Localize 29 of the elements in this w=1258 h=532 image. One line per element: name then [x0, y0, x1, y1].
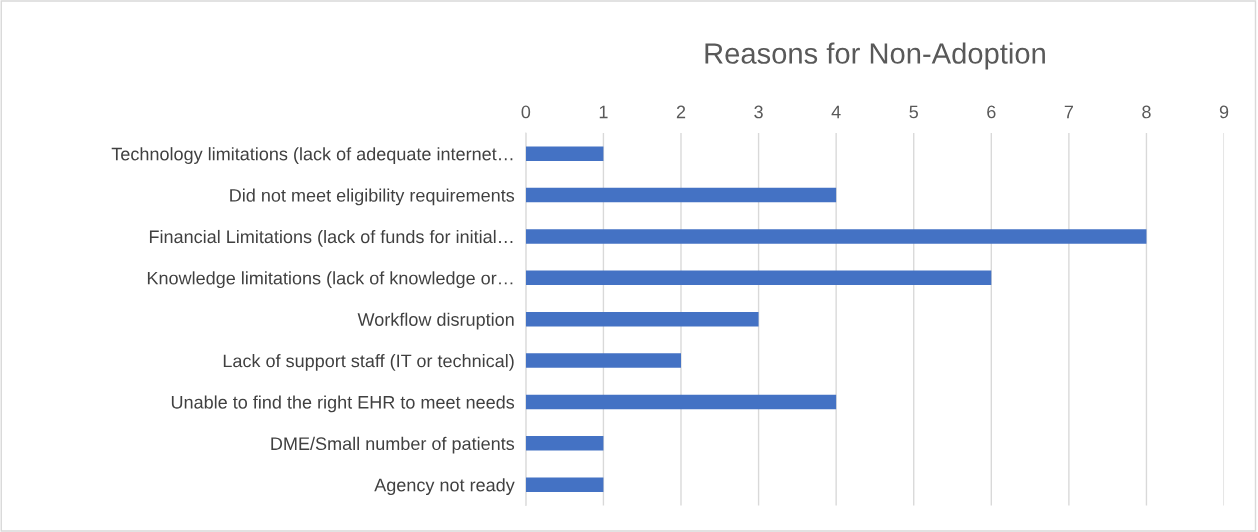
x-tick-label: 8 — [1142, 105, 1151, 119]
y-tick-label: Workflow disruption — [357, 312, 514, 330]
y-tick-label: Agency not ready — [374, 478, 515, 495]
x-tick-label: 9 — [1219, 105, 1229, 119]
y-tick-label: Financial Limitations (lack of funds for initial… — [149, 229, 513, 247]
x-tick-label: 2 — [676, 105, 686, 119]
x-tick-label: 3 — [754, 105, 763, 119]
bar — [525, 311, 759, 327]
x-tick-label: 1 — [599, 105, 608, 119]
bar — [525, 477, 604, 492]
y-tick-label: Knowledge limitations (lack of knowledge or… — [147, 271, 513, 289]
x-tick-label: 6 — [987, 105, 996, 119]
x-tick-label: 4 — [831, 105, 841, 119]
bar — [525, 353, 681, 368]
y-tick-label: Did not meet eligibility requirements — [230, 188, 515, 206]
y-tick-label: Lack of support staff (IT or technical) — [223, 354, 514, 371]
x-tick-label: 7 — [1064, 105, 1073, 119]
bar — [525, 394, 837, 410]
x-tick-label: 0 — [521, 105, 531, 119]
y-tick-label: Unable to find the right EHR to meet needs — [171, 395, 515, 413]
y-tick-label: DME/Small number of patients — [271, 436, 515, 454]
bar — [525, 436, 604, 451]
bar — [525, 146, 604, 161]
bar — [525, 187, 837, 203]
y-tick-label: Technology limitations (lack of adequate internet… — [111, 147, 513, 164]
bar — [525, 270, 992, 286]
x-tick-label: 5 — [909, 105, 918, 119]
chart-title: Reasons for Non-Adoption — [705, 42, 1045, 70]
bar — [525, 229, 1147, 244]
